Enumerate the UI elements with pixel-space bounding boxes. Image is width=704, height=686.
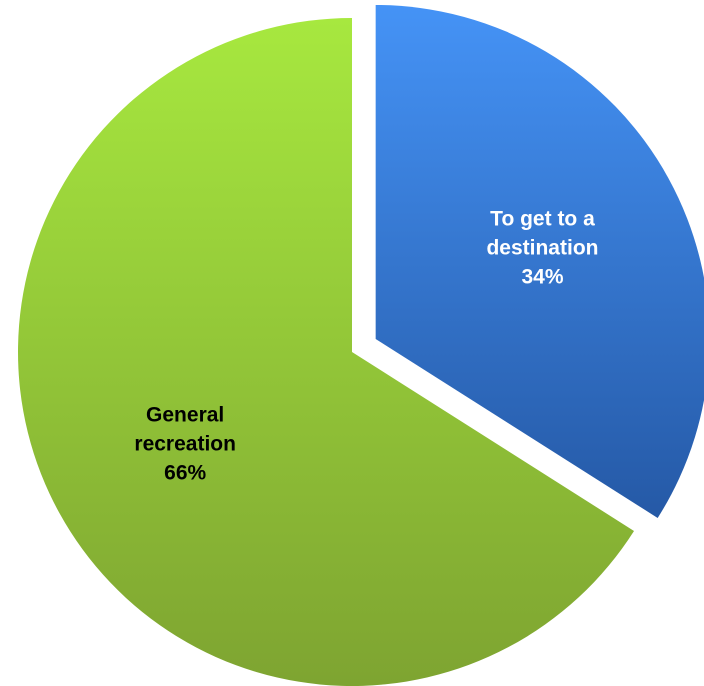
pie-slice-label-1: General recreation 66%: [134, 404, 236, 485]
pie-slices: [18, 4, 704, 686]
pie-slice-label-0: To get to a destination 34%: [486, 207, 598, 288]
pie-slice-label-line: recreation: [134, 433, 236, 456]
pie-labels: To get to a destination 34% General recreati…: [134, 207, 598, 484]
pie-slice-percent: 66%: [164, 462, 206, 485]
pie-slice-0: [375, 4, 704, 518]
pie-slice-label-line: destination: [486, 236, 598, 259]
pie-slice-label-line: To get to a: [490, 207, 595, 230]
pie-slice-1: [18, 18, 635, 686]
pie-slice-percent: 34%: [521, 265, 563, 288]
pie-slice-label-line: General: [146, 404, 224, 427]
